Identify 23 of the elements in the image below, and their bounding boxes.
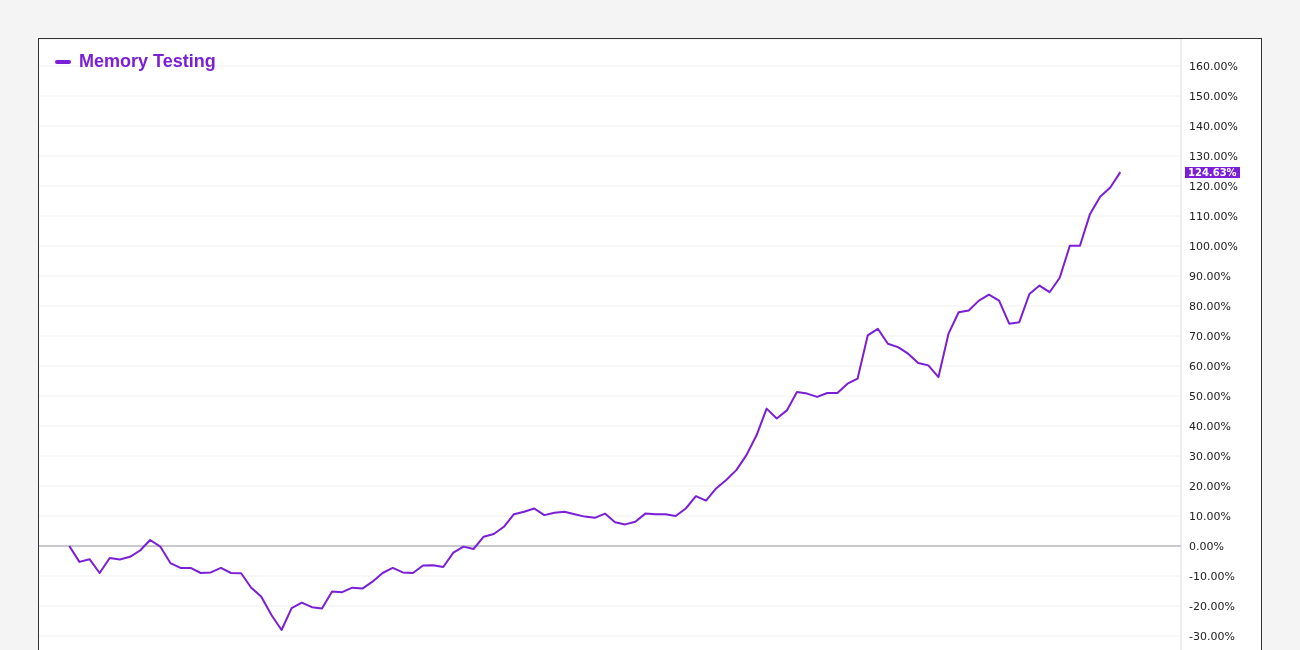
y-tick-label: 90.00% bbox=[1189, 269, 1231, 283]
y-tick-label: 140.00% bbox=[1189, 119, 1238, 133]
y-tick-label: -30.00% bbox=[1189, 629, 1235, 643]
y-tick-label: 20.00% bbox=[1189, 479, 1231, 493]
y-tick-label: 110.00% bbox=[1189, 209, 1238, 223]
y-tick-label: 0.00% bbox=[1189, 539, 1224, 553]
legend-label: Memory Testing bbox=[78, 51, 216, 72]
y-tick-label: 160.00% bbox=[1189, 59, 1238, 73]
y-tick-label: 120.00% bbox=[1189, 179, 1238, 193]
y-tick-label: 80.00% bbox=[1189, 299, 1231, 313]
y-tick-label: 130.00% bbox=[1189, 149, 1238, 163]
y-tick-label: 70.00% bbox=[1189, 329, 1231, 343]
y-tick-label: 60.00% bbox=[1189, 359, 1231, 373]
y-tick-label: 100.00% bbox=[1189, 239, 1238, 253]
line-series bbox=[68, 171, 1122, 631]
y-tick-label: 50.00% bbox=[1189, 389, 1231, 403]
y-tick-label: -10.00% bbox=[1189, 569, 1235, 583]
y-tick-label: 150.00% bbox=[1189, 89, 1238, 103]
y-tick-label: -20.00% bbox=[1189, 599, 1235, 613]
y-tick-label: 40.00% bbox=[1189, 419, 1231, 433]
text: 124.63% bbox=[1185, 167, 1240, 179]
y-tick-label: 10.00% bbox=[1189, 509, 1231, 523]
y-tick-label: 30.00% bbox=[1189, 449, 1231, 463]
